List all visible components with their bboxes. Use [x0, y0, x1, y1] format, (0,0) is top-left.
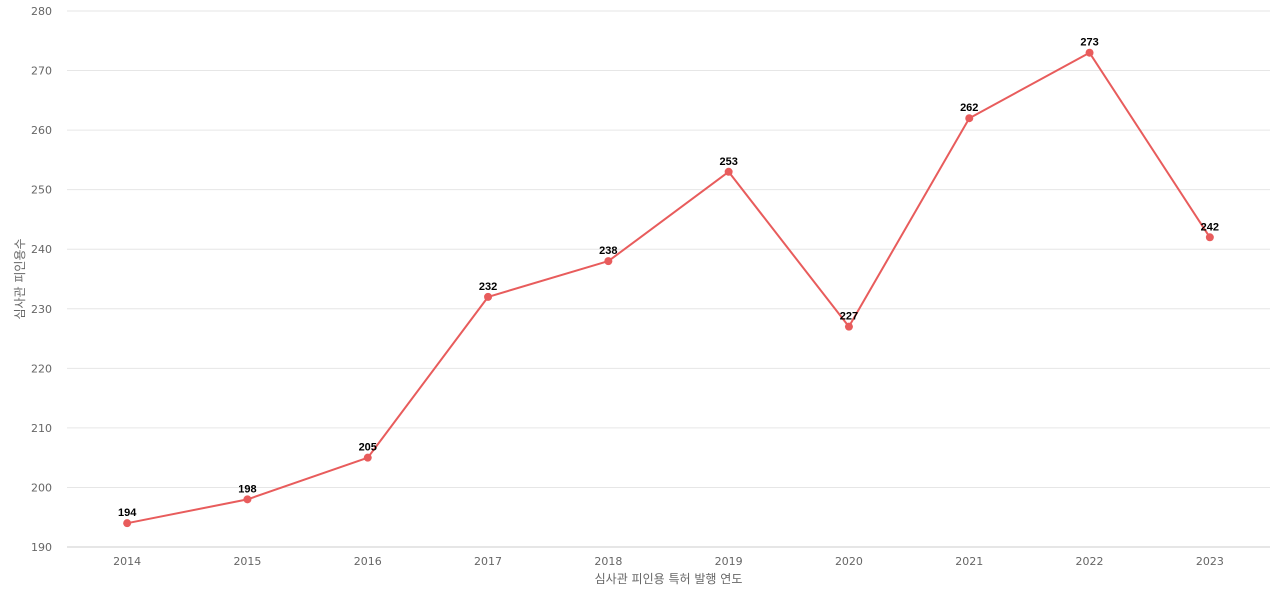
- x-tick-label: 2019: [715, 555, 743, 568]
- x-tick-label: 2022: [1076, 555, 1104, 568]
- data-label: 253: [719, 156, 737, 168]
- x-tick-label: 2015: [233, 555, 261, 568]
- x-tick-label: 2018: [594, 555, 622, 568]
- data-point[interactable]: [123, 519, 132, 528]
- x-tick-label: 2021: [955, 555, 983, 568]
- y-axis-title: 심사관 피인용수: [13, 238, 27, 319]
- y-tick-label: 260: [31, 124, 52, 137]
- data-point[interactable]: [243, 495, 252, 504]
- data-point[interactable]: [363, 453, 372, 462]
- data-label: 242: [1201, 221, 1219, 233]
- y-axis-ticks: 190 200 210 220 230 240 250 260 270 280: [31, 5, 52, 554]
- data-label: 238: [599, 245, 617, 257]
- series-line: [127, 51, 1211, 525]
- data-label: 273: [1080, 37, 1098, 49]
- y-tick-label: 190: [31, 541, 52, 554]
- x-axis-title: 심사관 피인용 특허 발행 연도: [595, 571, 743, 586]
- y-tick-label: 250: [31, 184, 52, 197]
- data-label: 198: [238, 483, 256, 495]
- x-axis-ticks: 2014 2015 2016 2017 2018 2019 2020 2021 2022 2023: [113, 555, 1224, 568]
- y-tick-label: 280: [31, 5, 52, 18]
- y-tick-label: 210: [31, 422, 52, 435]
- x-tick-label: 2017: [474, 555, 502, 568]
- y-tick-label: 230: [31, 303, 52, 316]
- y-tick-label: 220: [31, 362, 52, 375]
- y-tick-label: 270: [31, 65, 52, 78]
- x-tick-label: 2014: [113, 555, 141, 568]
- data-label: 232: [479, 281, 497, 293]
- y-tick-label: 240: [31, 243, 52, 256]
- x-tick-label: 2023: [1196, 555, 1224, 568]
- series-layer: [123, 48, 1214, 528]
- data-point[interactable]: [844, 322, 853, 331]
- data-point[interactable]: [604, 257, 613, 266]
- data-point[interactable]: [724, 167, 733, 176]
- data-point[interactable]: [484, 292, 493, 301]
- x-tick-label: 2016: [354, 555, 382, 568]
- data-label: 227: [840, 311, 858, 323]
- data-point[interactable]: [1205, 233, 1214, 242]
- data-label: 262: [960, 102, 978, 114]
- data-point[interactable]: [1085, 48, 1094, 57]
- data-point[interactable]: [965, 114, 974, 123]
- data-label: 205: [359, 442, 377, 454]
- data-labels: 194 198 205 232 238 253 227 262 273 242: [118, 37, 1219, 519]
- gridlines: [67, 10, 1270, 488]
- y-tick-label: 200: [31, 481, 52, 494]
- x-tick-label: 2020: [835, 555, 863, 568]
- data-label: 194: [118, 507, 137, 519]
